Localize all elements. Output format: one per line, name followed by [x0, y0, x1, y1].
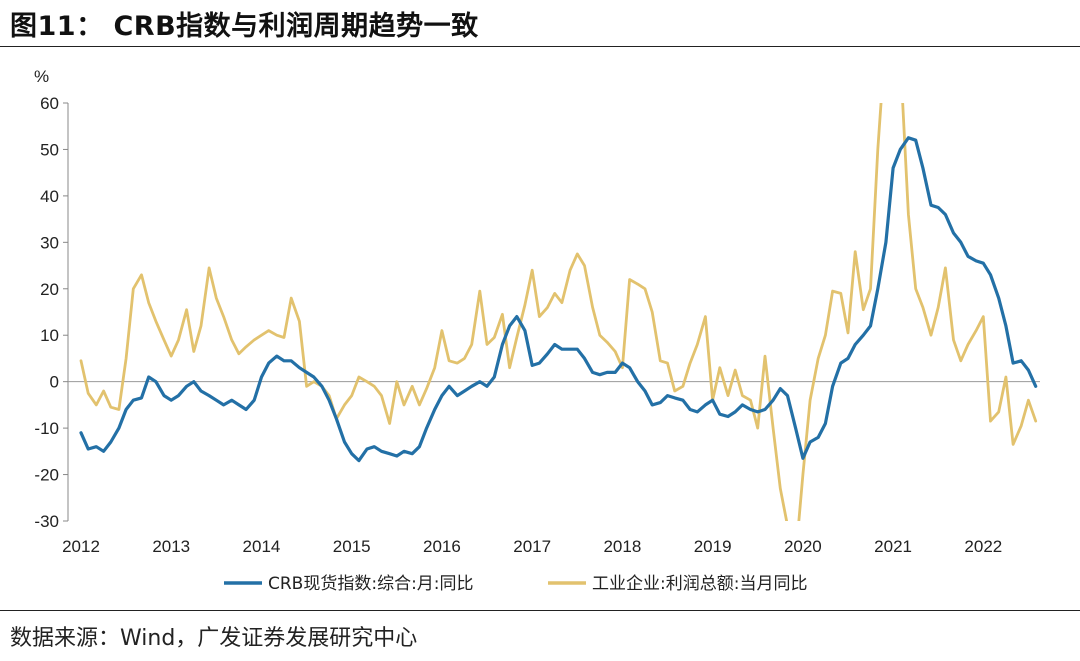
x-tick-label: 2022 — [964, 537, 1002, 556]
title-divider — [0, 46, 1080, 47]
y-tick-label: 0 — [50, 373, 59, 392]
y-axis-label: % — [34, 67, 49, 86]
x-tick-label: 2019 — [694, 537, 732, 556]
y-tick-group: 60 50 40 30 20 10 0 -10 -20 -30 — [34, 94, 68, 531]
figure-title: 图11： CRB指数与利润周期趋势一致 — [10, 11, 479, 42]
x-tick-label: 2015 — [333, 537, 371, 556]
y-tick-label: 50 — [40, 140, 59, 159]
x-tick-label: 2017 — [513, 537, 551, 556]
x-tick-label: 2020 — [784, 537, 822, 556]
legend-label: CRB现货指数:综合:月:同比 — [268, 574, 474, 594]
x-tick-label: 2013 — [152, 537, 190, 556]
legend-label: 工业企业:利润总额:当月同比 — [592, 574, 807, 594]
y-tick-label: 40 — [40, 187, 59, 206]
y-tick-label: 30 — [40, 233, 59, 252]
source-note: 数据来源：Wind，广发证券发展研究中心 — [10, 626, 418, 651]
x-tick-label: 2021 — [874, 537, 912, 556]
series-group — [79, 103, 1038, 521]
x-tick-label: 2018 — [603, 537, 641, 556]
x-tick-group: 2012 2013 2014 2015 2016 2017 2018 2019 2020 2021… — [62, 537, 1002, 556]
y-tick-label: -20 — [34, 466, 59, 485]
y-tick-label: 20 — [40, 280, 59, 299]
y-tick-label: 10 — [40, 326, 59, 345]
legend: CRB现货指数:综合:月:同比 工业企业:利润总额:当月同比 — [224, 574, 807, 594]
y-tick-label: -10 — [34, 419, 59, 438]
y-tick-label: -30 — [34, 512, 59, 531]
x-tick-label: 2014 — [243, 537, 281, 556]
source-divider — [0, 610, 1080, 611]
series-line-crb — [79, 136, 1038, 463]
y-tick-label: 60 — [40, 94, 59, 113]
x-tick-label: 2012 — [62, 537, 100, 556]
series-line-industrial-profit — [79, 103, 1038, 521]
x-tick-label: 2016 — [423, 537, 461, 556]
